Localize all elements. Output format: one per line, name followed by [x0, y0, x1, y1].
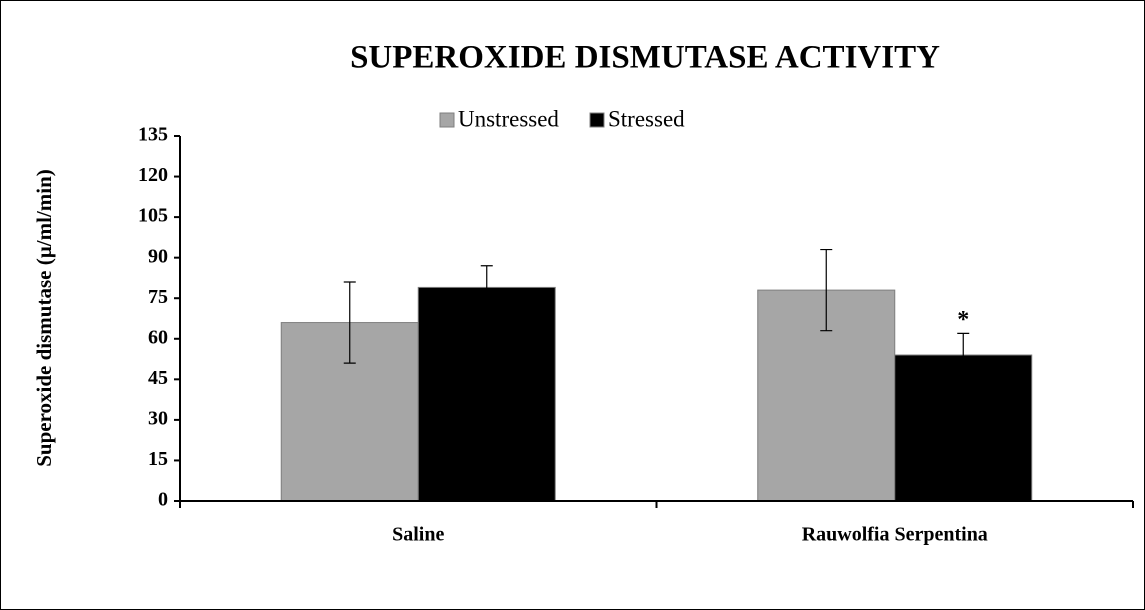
y-tick-label: 0: [158, 489, 168, 511]
bar: [894, 354, 1033, 502]
x-tick-label: Saline: [392, 524, 444, 546]
bar: [417, 286, 556, 502]
legend-swatch: [439, 112, 455, 128]
legend-swatch: [589, 112, 605, 128]
annotation: *: [957, 307, 969, 333]
chart-title: SUPEROXIDE DISMUTASE ACTIVITY: [350, 40, 940, 76]
x-tick-label: Rauwolfia Serpentina: [802, 524, 988, 546]
error-bar: [820, 248, 833, 332]
y-axis-label: Superoxide dismutase (µ/ml/min): [32, 169, 56, 467]
y-tick-label: 90: [148, 245, 168, 267]
y-tick-label: 135: [138, 124, 168, 146]
error-bar: [343, 281, 356, 364]
y-tick-label: 60: [148, 326, 168, 348]
error-bar: [957, 332, 970, 378]
y-tick-label: 30: [148, 407, 168, 429]
legend-label: Unstressed: [458, 106, 559, 131]
y-tick-label: 120: [138, 164, 168, 186]
y-tick-label: 105: [138, 205, 168, 227]
y-tick-label: 75: [148, 286, 168, 308]
y-tick-label: 15: [148, 448, 168, 470]
legend-label: Stressed: [608, 106, 685, 131]
y-tick-label: 45: [148, 367, 168, 389]
error-bar: [480, 265, 493, 310]
